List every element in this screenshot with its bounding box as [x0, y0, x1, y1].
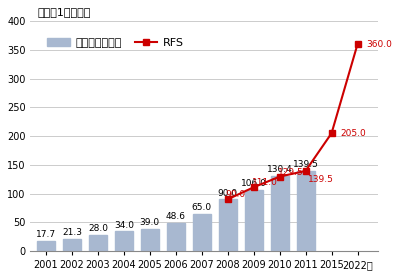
Bar — [141, 229, 159, 251]
Text: 17.7: 17.7 — [36, 230, 56, 239]
Text: 129.5: 129.5 — [278, 168, 303, 176]
Bar — [244, 190, 263, 251]
Text: 139.5: 139.5 — [308, 175, 334, 184]
Text: 48.6: 48.6 — [166, 212, 186, 221]
Text: 130.4: 130.4 — [267, 165, 292, 175]
Text: 28.0: 28.0 — [88, 224, 108, 233]
Bar — [296, 171, 315, 251]
Bar — [63, 239, 81, 251]
Bar — [270, 176, 289, 251]
Bar — [37, 241, 55, 251]
Text: 単位：1億ガロン: 単位：1億ガロン — [37, 7, 91, 17]
Text: 21.3: 21.3 — [62, 228, 82, 237]
Text: 34.0: 34.0 — [114, 221, 134, 230]
Bar — [193, 214, 211, 251]
Text: 139.5: 139.5 — [293, 160, 318, 169]
Text: 39.0: 39.0 — [140, 218, 160, 227]
Bar — [115, 232, 133, 251]
Bar — [167, 223, 185, 251]
Legend: 燃料エタノール, RFS: 燃料エタノール, RFS — [43, 34, 188, 53]
Text: 205.0: 205.0 — [340, 129, 366, 138]
Bar — [219, 199, 237, 251]
Text: 90.0: 90.0 — [226, 190, 246, 199]
Text: 360.0: 360.0 — [366, 40, 392, 49]
Bar — [89, 235, 107, 251]
Text: 65.0: 65.0 — [192, 203, 212, 212]
Text: 106.0: 106.0 — [241, 179, 267, 188]
Text: 90.0: 90.0 — [218, 189, 238, 198]
Text: 111.0: 111.0 — [252, 178, 278, 187]
